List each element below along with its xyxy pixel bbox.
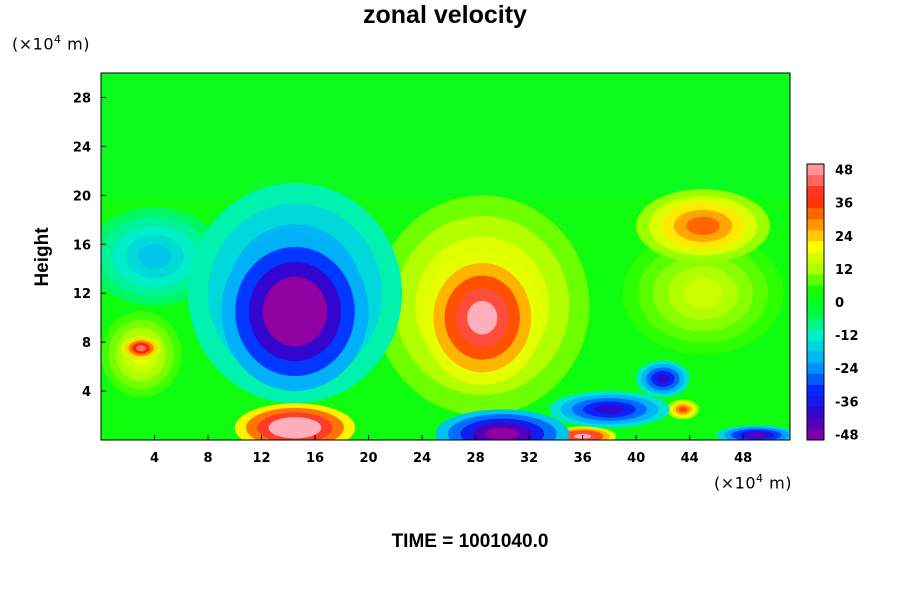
- y-tick-label: 12: [73, 287, 91, 302]
- colorbar-segment: [807, 274, 824, 286]
- colorbar-segment: [807, 318, 824, 331]
- y-axis-ticks: 4 8 12 16 20 24 28: [73, 91, 106, 400]
- colorbar-tick-label: 48: [835, 164, 853, 179]
- x-tick-label: 4: [150, 451, 159, 466]
- colorbar-segment: [807, 428, 824, 441]
- colorbar-segment: [807, 252, 824, 264]
- stratosphere-region: [101, 73, 790, 196]
- colorbar-frame: [806, 163, 825, 441]
- colorbar-segment: [807, 351, 824, 364]
- contour-region: [276, 291, 314, 332]
- colorbar-segment: [807, 296, 824, 309]
- colorbar: 48 36 24 12 0 -12 -24 -36 -48: [806, 163, 859, 443]
- contour-region: [682, 277, 724, 309]
- y-tick-label: 28: [73, 91, 91, 106]
- contour-region: [594, 404, 625, 415]
- x-tick-label: 8: [204, 451, 213, 466]
- contour-region: [137, 244, 172, 269]
- colorbar-segment: [807, 384, 824, 397]
- x-tick-label: 20: [360, 451, 378, 466]
- x-tick-label: 48: [734, 451, 752, 466]
- contour-region: [136, 345, 147, 352]
- colorbar-segment: [807, 307, 824, 320]
- x-tick-label: 32: [520, 451, 538, 466]
- colorbar-segment: [807, 219, 824, 231]
- colorbar-segment: [807, 186, 824, 198]
- colorbar-tick-label: 24: [835, 230, 853, 245]
- colorbar-tick-label: 0: [835, 296, 844, 311]
- y-tick-label: 8: [82, 336, 91, 351]
- contour-region: [678, 406, 687, 412]
- colorbar-segment: [807, 340, 824, 353]
- velocity-field: [101, 73, 790, 440]
- colorbar-segment: [807, 395, 824, 408]
- colorbar-segment: [807, 406, 824, 419]
- x-tick-label: 16: [306, 451, 324, 466]
- x-axis-ticks: 4 8 12 16 20 24 28 32 36 40 44 48: [150, 435, 752, 466]
- x-tick-label: 36: [574, 451, 592, 466]
- colorbar-segment: [807, 417, 824, 430]
- colorbar-tick-label: -24: [835, 362, 859, 377]
- plot-frame: [100, 72, 791, 441]
- contour-region: [656, 374, 670, 384]
- x-tick-label: 12: [252, 451, 270, 466]
- x-tick-label: 24: [413, 451, 431, 466]
- colorbar-segment: [807, 164, 824, 176]
- contour-region: [279, 421, 311, 434]
- colorbar-tick-label: 36: [835, 197, 853, 212]
- colorbar-segment: [807, 263, 824, 275]
- y-tick-label: 20: [73, 189, 91, 204]
- y-tick-label: 4: [82, 385, 91, 400]
- colorbar-segment: [807, 175, 824, 187]
- x-tick-label: 44: [681, 451, 699, 466]
- chart-title: zonal velocity: [363, 1, 527, 29]
- colorbar-tick-label: -36: [835, 395, 859, 410]
- y-tick-label: 24: [73, 140, 91, 155]
- colorbar-tick-label: -48: [835, 428, 859, 443]
- y-tick-label: 16: [73, 238, 91, 253]
- colorbar-segment: [807, 208, 824, 220]
- contour-region: [485, 427, 520, 440]
- colorbar-segment: [807, 362, 824, 375]
- colorbar-segment: [807, 329, 824, 342]
- colorbar-segment: [807, 373, 824, 386]
- colorbar-segment: [807, 285, 824, 297]
- y-axis-unit: (×104 m): [12, 33, 90, 54]
- colorbar-tick-label: 12: [835, 263, 853, 278]
- colorbar-segment: [807, 197, 824, 209]
- x-axis-unit: (×104 m): [714, 472, 792, 493]
- contour-region: [746, 432, 767, 438]
- x-tick-label: 28: [467, 451, 485, 466]
- colorbar-segment: [807, 241, 824, 253]
- contour-region: [686, 216, 720, 236]
- colorbar-segment: [807, 230, 824, 242]
- contour-region: [467, 300, 498, 335]
- colorbar-tick-label: -12: [835, 329, 859, 344]
- x-tick-label: 40: [627, 451, 645, 466]
- time-label: TIME = 1001040.0: [391, 531, 549, 552]
